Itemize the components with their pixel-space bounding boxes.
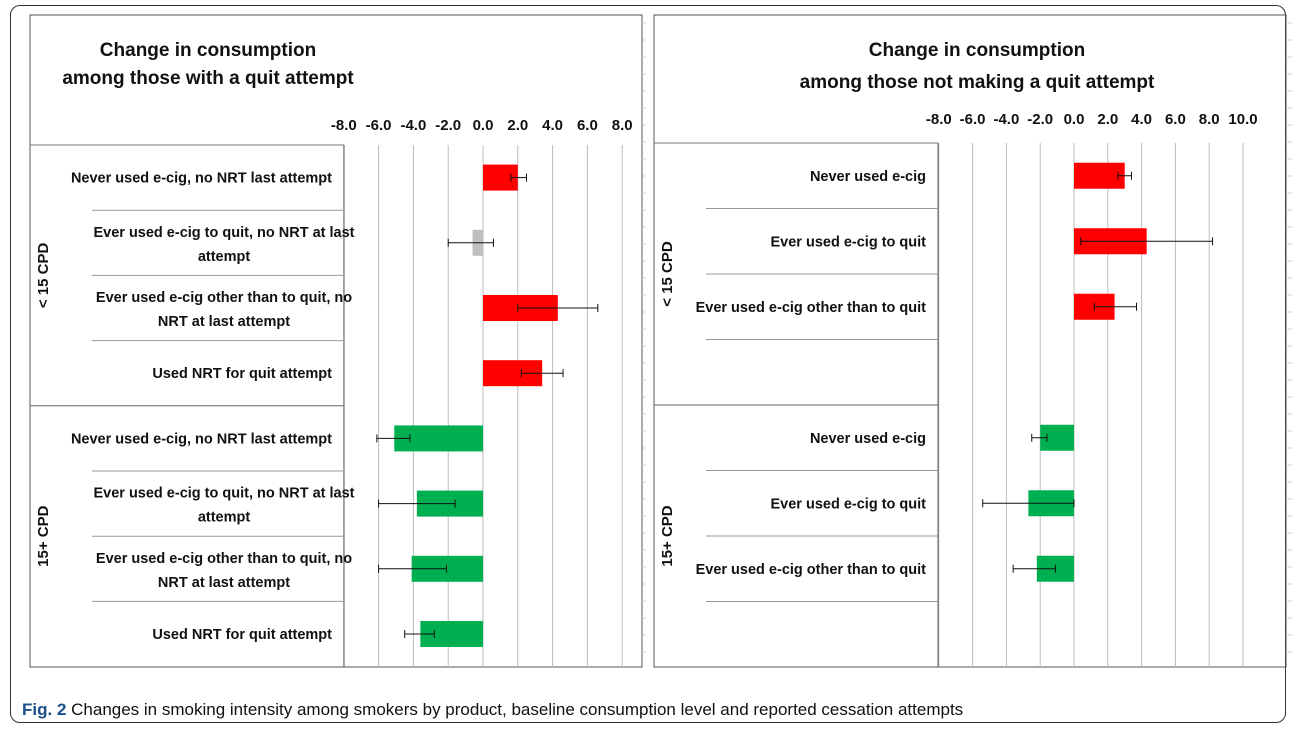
x-tick-label: -8.0	[926, 111, 952, 128]
x-tick-label: 10.0	[1228, 111, 1257, 128]
x-tick-label: -6.0	[960, 111, 986, 128]
category-label: Never used e-cig, no NRT last attempt	[71, 171, 332, 187]
chart-title-line-2: among those not making a quit attempt	[800, 72, 1155, 93]
figure-caption: Fig. 2 Changes in smoking intensity amon…	[22, 700, 963, 720]
x-tick-label: 2.0	[1097, 111, 1118, 128]
x-tick-label: 0.0	[1064, 111, 1085, 128]
x-tick-label: 4.0	[542, 117, 563, 134]
x-tick-label: -8.0	[331, 117, 357, 134]
x-tick-label: -4.0	[993, 111, 1019, 128]
plot-frame	[29, 14, 643, 668]
plot-frame	[653, 14, 1287, 668]
category-label-line: Ever used e-cig other than to quit, no	[96, 290, 352, 306]
x-tick-label: -4.0	[400, 117, 426, 134]
category-label: Ever used e-cig other than to quit	[696, 300, 927, 316]
x-tick-label: 0.0	[473, 117, 494, 134]
x-tick-label: 2.0	[507, 117, 528, 134]
bar	[1074, 162, 1125, 189]
category-label: Ever used e-cig to quit, no NRT at last a…	[93, 486, 354, 526]
category-label-line: Ever used e-cig to quit, no NRT at last	[93, 225, 354, 241]
group-label: < 15 CPD	[659, 241, 676, 307]
chart-title-line-1: Change in consumption	[869, 40, 1085, 61]
category-label-line: Ever used e-cig to quit, no NRT at last	[93, 486, 354, 502]
category-label: Used NRT for quit attempt	[152, 366, 332, 382]
x-tick-label: 8.0	[612, 117, 633, 134]
x-tick-label: 6.0	[1165, 111, 1186, 128]
x-tick-label: -6.0	[366, 117, 392, 134]
x-tick-label: -2.0	[1027, 111, 1053, 128]
category-label: Used NRT for quit attempt	[152, 627, 332, 643]
category-label: Ever used e-cig other than to quit, no NR…	[96, 551, 352, 591]
chart-quit-attempt: Change in consumption among those with a …	[29, 14, 646, 668]
category-label: Ever used e-cig to quit	[771, 496, 927, 512]
category-label: Never used e-cig	[810, 169, 926, 185]
category-label: Never used e-cig	[810, 431, 926, 447]
category-label-line: NRT at last attempt	[158, 575, 290, 591]
x-tick-label: -2.0	[435, 117, 461, 134]
category-label: Ever used e-cig to quit	[771, 234, 927, 250]
category-label: Ever used e-cig other than to quit, no NR…	[96, 290, 352, 330]
chart-title-line-1: Change in consumption	[100, 40, 316, 61]
caption-text: Changes in smoking intensity among smoke…	[66, 700, 964, 719]
group-label: < 15 CPD	[35, 243, 52, 309]
x-tick-label: 8.0	[1199, 111, 1220, 128]
caption-label: Fig. 2	[22, 700, 67, 719]
category-label: Never used e-cig, no NRT last attempt	[71, 431, 332, 447]
x-tick-label: 4.0	[1131, 111, 1152, 128]
category-label-line: NRT at last attempt	[158, 314, 290, 330]
category-label: Ever used e-cig to quit, no NRT at last a…	[93, 225, 354, 265]
category-label-line: Ever used e-cig other than to quit, no	[96, 551, 352, 567]
group-label: 15+ CPD	[35, 505, 52, 566]
chart-no-quit-attempt: Change in consumption among those not mak…	[653, 14, 1292, 668]
group-label: 15+ CPD	[659, 505, 676, 566]
x-tick-label: 6.0	[577, 117, 598, 134]
chart-title-line-2: among those with a quit attempt	[62, 68, 354, 89]
category-label-line: attempt	[198, 249, 251, 265]
category-label: Ever used e-cig other than to quit	[696, 562, 927, 578]
category-label-line: attempt	[198, 510, 251, 526]
